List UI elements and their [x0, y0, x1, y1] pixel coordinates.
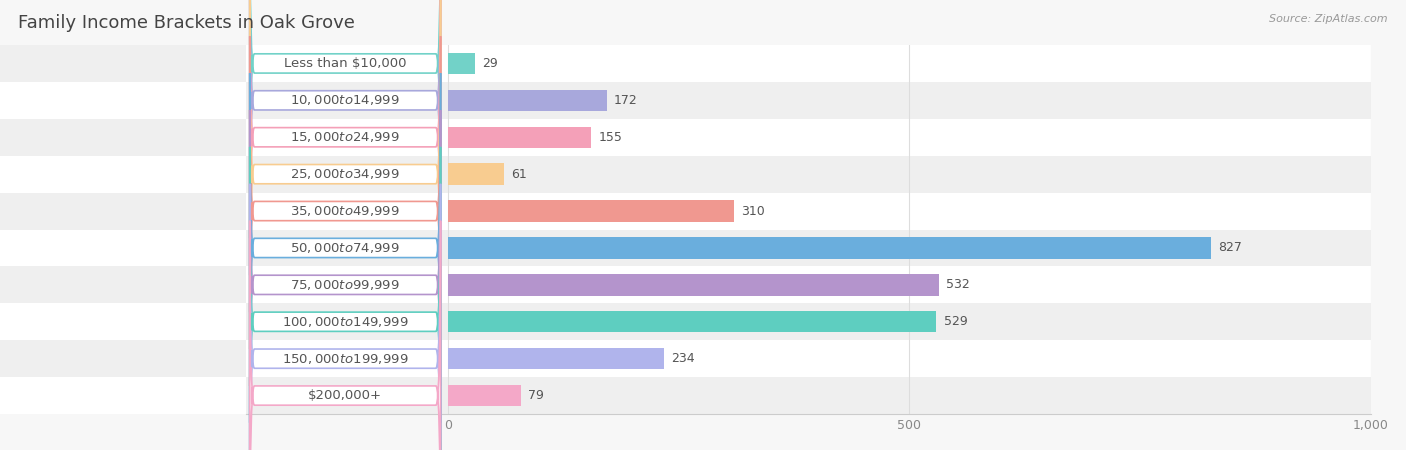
- Text: 310: 310: [741, 205, 765, 217]
- Bar: [246, 377, 1371, 414]
- Bar: [246, 82, 1371, 119]
- Bar: [246, 193, 1371, 230]
- FancyBboxPatch shape: [250, 0, 440, 312]
- Bar: [246, 303, 1371, 340]
- Text: 155: 155: [599, 131, 623, 144]
- Text: $35,000 to $49,999: $35,000 to $49,999: [291, 204, 401, 218]
- Bar: [449, 90, 606, 111]
- Text: $100,000 to $149,999: $100,000 to $149,999: [283, 315, 409, 329]
- Text: 79: 79: [529, 389, 544, 402]
- Bar: [449, 311, 936, 333]
- Bar: [246, 230, 1371, 266]
- Bar: [449, 348, 664, 369]
- Bar: [246, 156, 1371, 193]
- FancyBboxPatch shape: [250, 0, 440, 275]
- Text: 532: 532: [946, 279, 970, 291]
- Text: $50,000 to $74,999: $50,000 to $74,999: [291, 241, 401, 255]
- FancyBboxPatch shape: [250, 184, 440, 450]
- Bar: [449, 274, 939, 296]
- FancyBboxPatch shape: [250, 110, 440, 450]
- Bar: [449, 237, 1211, 259]
- Text: 61: 61: [512, 168, 527, 180]
- Bar: [449, 163, 505, 185]
- Text: 529: 529: [943, 315, 967, 328]
- Text: $25,000 to $34,999: $25,000 to $34,999: [291, 167, 401, 181]
- Text: 172: 172: [614, 94, 638, 107]
- Bar: [246, 45, 1371, 82]
- Text: $150,000 to $199,999: $150,000 to $199,999: [283, 351, 409, 366]
- Text: Family Income Brackets in Oak Grove: Family Income Brackets in Oak Grove: [18, 14, 356, 32]
- Text: $75,000 to $99,999: $75,000 to $99,999: [291, 278, 401, 292]
- Bar: [449, 126, 591, 148]
- Bar: [246, 119, 1371, 156]
- Text: $15,000 to $24,999: $15,000 to $24,999: [291, 130, 401, 144]
- Bar: [246, 266, 1371, 303]
- FancyBboxPatch shape: [250, 0, 440, 349]
- Bar: [449, 385, 520, 406]
- Text: Source: ZipAtlas.com: Source: ZipAtlas.com: [1270, 14, 1388, 23]
- Text: $200,000+: $200,000+: [308, 389, 382, 402]
- Bar: [449, 53, 475, 74]
- FancyBboxPatch shape: [250, 0, 440, 238]
- Bar: [246, 340, 1371, 377]
- Bar: [449, 200, 734, 222]
- Text: Less than $10,000: Less than $10,000: [284, 57, 406, 70]
- FancyBboxPatch shape: [250, 36, 440, 386]
- Text: 827: 827: [1219, 242, 1243, 254]
- FancyBboxPatch shape: [250, 147, 440, 450]
- Text: 234: 234: [671, 352, 695, 365]
- FancyBboxPatch shape: [250, 73, 440, 423]
- Text: 29: 29: [482, 57, 498, 70]
- FancyBboxPatch shape: [250, 220, 440, 450]
- Text: $10,000 to $14,999: $10,000 to $14,999: [291, 93, 401, 108]
